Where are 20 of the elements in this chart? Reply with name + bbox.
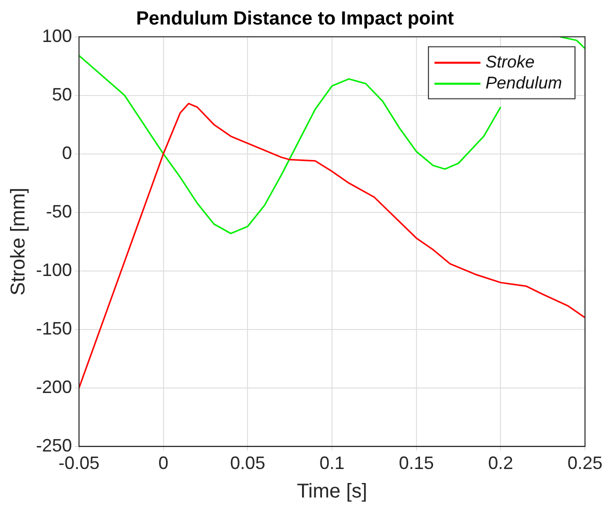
x-tick-label: 0.1 [320, 453, 345, 474]
legend-label: Stroke [485, 52, 535, 72]
y-tick-label: -150 [36, 318, 72, 338]
legend-label: Pendulum [485, 74, 562, 93]
x-tick-label: 0.2 [488, 453, 514, 474]
x-axis-title: Time [s] [296, 480, 368, 503]
y-tick-label: -200 [36, 376, 72, 397]
y-tick-label: 50 [52, 84, 72, 104]
y-tick-label: -100 [36, 260, 72, 280]
chart-title: Pendulum Distance to Impact point [136, 8, 455, 30]
y-tick-label: -50 [46, 201, 72, 222]
x-tick-label: -0.05 [58, 453, 100, 474]
x-tick-label: 0.05 [230, 453, 266, 474]
y-tick-label: -250 [36, 435, 72, 456]
x-tick-label: 0 [158, 453, 168, 474]
y-tick-label: 0 [62, 142, 72, 163]
y-tick-label: 100 [42, 26, 72, 46]
x-tick-label: 0.25 [567, 453, 603, 474]
y-axis-title: Stroke [mm] [8, 188, 30, 296]
x-tick-label: 0.15 [398, 453, 434, 474]
